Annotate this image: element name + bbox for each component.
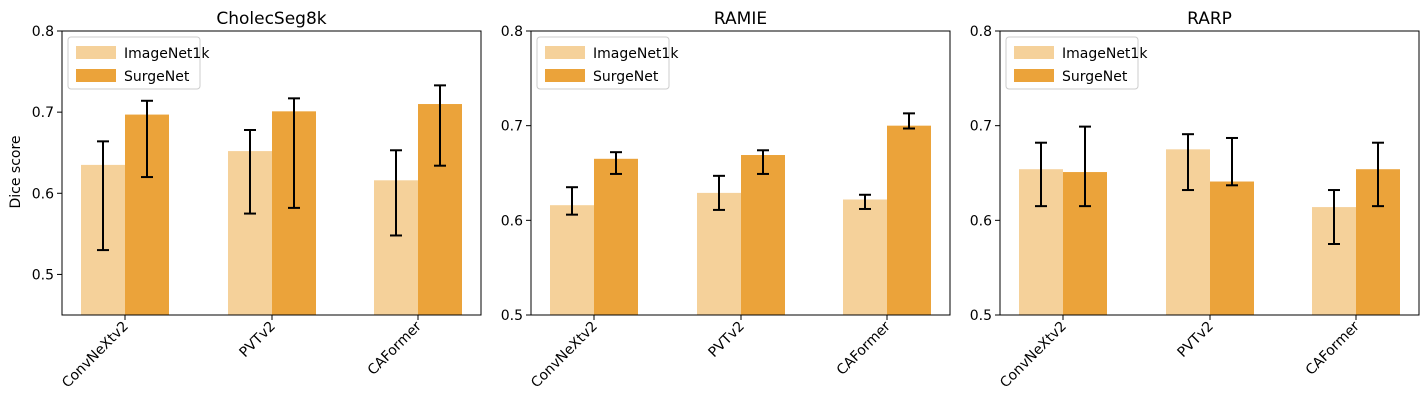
y-tick-label: 0.7 [970,119,992,135]
x-tick-label: ConvNeXtv2 [997,319,1070,392]
legend-label: ImageNet1k [593,46,679,62]
chart-panel-1: CholecSeg8k ConvNeXtv2 PVTv2 CAFormer 0.5 0.6… [32,9,482,392]
y-tick-label: 0.8 [32,24,54,40]
legend-swatch-imagenet1k [1014,46,1054,59]
y-tick-label: 0.5 [970,308,992,324]
y-tick-label: 0.7 [501,119,523,135]
legend-swatch-surgenet [76,69,116,82]
legend-label: SurgeNet [593,69,659,85]
x-tick-label: PVTv2 [706,319,748,361]
axes-frame [61,30,482,316]
legend-swatch-imagenet1k [76,46,116,59]
y-tick-label: 0.5 [501,308,523,324]
x-tick-label: ConvNeXtv2 [59,319,132,392]
legend-swatch-surgenet [545,69,585,82]
chart-panel-2: RAMIE ConvNeXtv2 PVTv2 CAFormer 0.5 0.6 0.7 0.8… [501,9,951,392]
chart-title: RARP [1187,9,1232,29]
y-tick-label: 0.8 [970,24,992,40]
legend-swatch-imagenet1k [545,46,585,59]
x-tick-label: PVTv2 [237,319,279,361]
bar-surgenet-convnextv2 [594,158,638,315]
chart-title: CholecSeg8k [216,9,326,29]
x-tick-label: CAFormer [1303,318,1363,378]
legend-label: ImageNet1k [1062,46,1148,62]
x-tick-label: PVTv2 [1175,319,1217,361]
y-tick-label: 0.7 [32,105,54,121]
y-tick-label: 0.8 [501,24,523,40]
bar-surgenet-pvtv2 [1210,181,1254,315]
axes-frame [999,30,1420,316]
bar-imagenet1k-convnextv2 [550,205,594,315]
bar-imagenet1k-pvtv2 [697,192,741,315]
x-tick-label: ConvNeXtv2 [528,319,601,392]
y-tick-label: 0.6 [32,186,54,202]
chart-title: RAMIE [714,9,767,29]
x-tick-label: CAFormer [365,318,425,378]
bar-surgenet-pvtv2 [741,155,785,315]
bar-surgenet-caformer [887,125,931,316]
legend-label: SurgeNet [1062,69,1128,85]
y-tick-label: 0.6 [501,213,523,229]
legend-label: SurgeNet [124,69,190,85]
bar-imagenet1k-caformer [843,199,887,315]
legend-label: ImageNet1k [124,46,210,62]
y-tick-label: 0.6 [970,213,992,229]
axes-frame [530,30,951,316]
chart-panel-3: RARP ConvNeXtv2 PVTv2 CAFormer 0.5 0.6 0.7 0.8 I… [970,9,1420,392]
legend-swatch-surgenet [1014,69,1054,82]
y-tick-label: 0.5 [32,267,54,283]
x-tick-label: CAFormer [834,318,894,378]
y-axis-label: Dice score [8,135,24,208]
